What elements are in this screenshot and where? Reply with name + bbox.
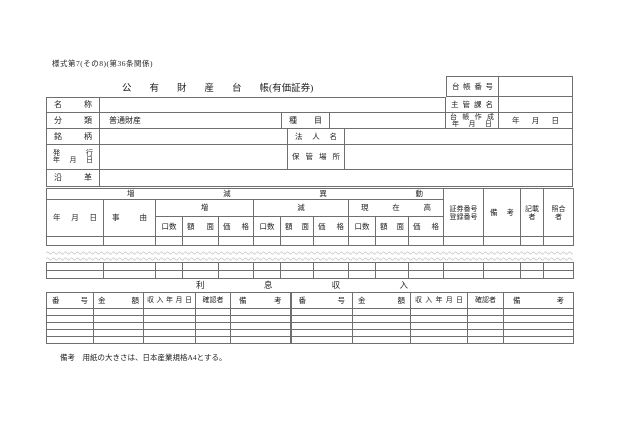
decrease-group-header: 減 xyxy=(253,199,349,217)
movement-band-title: 増減異動 xyxy=(127,189,424,199)
balance-group-header: 現在高 xyxy=(347,199,445,217)
page-title-suffix: (有価証券) xyxy=(269,84,314,94)
history-label-cell: 沿革 xyxy=(46,170,100,187)
interest-empty-row xyxy=(46,329,574,337)
increase-group-header: 増 xyxy=(155,199,254,217)
ledger-created-field: 年月日 xyxy=(499,113,573,129)
recorder-line2: 者 xyxy=(528,212,536,221)
balance-label: 現在高 xyxy=(361,203,432,213)
movement-table-continued xyxy=(46,262,574,279)
issue-date-label-cell: 発行 年月日 xyxy=(46,145,100,170)
storage-field xyxy=(345,145,573,170)
interest-confirmer-header-left: 確認者 xyxy=(195,292,231,309)
checker-line1: 照合 xyxy=(551,204,566,213)
section-name-field xyxy=(499,97,573,113)
cert-number-line1: 証券番号 xyxy=(449,204,478,213)
brand-field xyxy=(100,129,288,145)
balance-price-header: 価格 xyxy=(407,216,445,237)
corp-label-cell: 法人名 xyxy=(288,129,345,145)
interest-date-header-left: 収入年月日 xyxy=(143,292,196,309)
form-number: 様式第7(その8)(第36条関係) xyxy=(52,59,153,68)
movement-remarks-header: 備考 xyxy=(483,188,522,237)
interest-amount-header-left: 金額 xyxy=(93,292,144,309)
paper-size-note: 備考 用紙の大きさは、日本産業規格A4とする。 xyxy=(60,353,227,362)
date-header-label: 年月日 xyxy=(53,213,97,223)
interest-number-header-right: 番号 xyxy=(289,292,353,309)
corp-label: 法人名 xyxy=(295,131,337,141)
decrease-units-header: 口数 xyxy=(253,216,281,237)
class-value: 普通財産 xyxy=(109,115,141,125)
cert-number-header: 証券番号 登録番号 xyxy=(443,188,485,237)
class-field: 普通財産 xyxy=(100,113,282,129)
increase-price-header: 価格 xyxy=(218,216,254,237)
interest-confirmer-header-right: 確認者 xyxy=(467,292,504,309)
increase-units-header: 口数 xyxy=(155,216,183,237)
storage-label-cell: 保管場所 xyxy=(288,145,345,170)
movement-empty-row xyxy=(46,270,574,279)
movement-empty-row xyxy=(46,236,575,246)
name-label-cell: 名称 xyxy=(46,97,100,113)
decrease-label: 減 xyxy=(297,203,305,213)
interest-date-header-right: 収入年月日 xyxy=(410,292,468,309)
name-field xyxy=(100,97,446,113)
type-label: 種目 xyxy=(289,115,322,125)
movement-remarks-label: 備考 xyxy=(490,207,515,217)
brand-label: 銘柄 xyxy=(54,131,92,141)
class-label-cell: 分類 xyxy=(46,113,100,129)
section-name-label: 主管課名 xyxy=(451,99,493,109)
issue-date-label-line1: 発行 xyxy=(53,149,93,157)
torn-edge-lower xyxy=(46,257,573,261)
page-title-main: 公有財産台帳 xyxy=(122,84,288,94)
ledger-created-label-line2: 年月日 xyxy=(452,119,492,128)
type-label-cell: 種目 xyxy=(282,113,330,129)
interest-remarks-header-left: 備考 xyxy=(230,292,291,309)
date-header: 年月日 xyxy=(46,199,104,237)
decrease-face-header: 額面 xyxy=(280,216,314,237)
balance-face-header: 額面 xyxy=(375,216,409,237)
issue-date-field xyxy=(100,145,288,170)
ledger-created-label-line1: 台帳作成 xyxy=(450,113,494,121)
ledger-created-ymd: 年月日 xyxy=(512,115,559,125)
interest-empty-row xyxy=(46,322,574,330)
interest-remarks-header-right: 備考 xyxy=(503,292,574,309)
class-label: 分類 xyxy=(54,115,92,125)
interest-empty-row xyxy=(46,336,574,344)
ledger-number-label-cell: 台帳番号 xyxy=(446,76,499,97)
ledger-number-field xyxy=(499,76,573,97)
recorder-line1: 記載 xyxy=(525,204,540,213)
name-label: 名称 xyxy=(54,100,92,109)
increase-face-header: 額面 xyxy=(182,216,219,237)
reason-header-label: 事由 xyxy=(112,213,147,223)
section-name-label-cell: 主管課名 xyxy=(446,97,499,113)
ledger-number-label: 台帳番号 xyxy=(452,81,493,91)
movement-table: 増減異動 証券番号 登録番号 備考 記載 者 照合 者 xyxy=(45,188,575,246)
checker-line2: 者 xyxy=(555,212,563,221)
history-label: 沿革 xyxy=(54,173,92,182)
torn-edge-upper xyxy=(46,251,573,255)
interest-number-header-left: 番号 xyxy=(46,292,94,309)
increase-label: 増 xyxy=(200,203,209,213)
interest-section-title: 利息収入 xyxy=(196,280,408,290)
corp-field xyxy=(345,129,573,145)
recorder-header: 記載 者 xyxy=(520,188,545,237)
interest-empty-row xyxy=(46,315,574,323)
movement-empty-row xyxy=(46,262,574,271)
page-title: 公有財産台帳(有価証券) xyxy=(122,80,313,94)
balance-units-header: 口数 xyxy=(348,216,376,237)
interest-amount-header-right: 金額 xyxy=(352,292,411,309)
type-field xyxy=(330,113,446,129)
decrease-price-header: 価格 xyxy=(313,216,349,237)
ledger-created-label-cell: 台帳作成 年月日 xyxy=(446,113,499,129)
interest-empty-row xyxy=(46,308,574,316)
movement-band-cell: 増減異動 xyxy=(45,188,445,200)
storage-label: 保管場所 xyxy=(292,152,340,162)
interest-table: 番号 金額 収入年月日 確認者 備考 番号 金額 収入年月日 確認者 備考 xyxy=(46,292,574,344)
cert-number-line2: 登録番号 xyxy=(449,212,478,221)
history-field xyxy=(100,170,573,187)
reason-header: 事由 xyxy=(103,199,156,237)
checker-header: 照合 者 xyxy=(543,188,575,237)
brand-label-cell: 銘柄 xyxy=(46,129,100,145)
issue-date-label-line2: 年月日 xyxy=(53,156,93,164)
